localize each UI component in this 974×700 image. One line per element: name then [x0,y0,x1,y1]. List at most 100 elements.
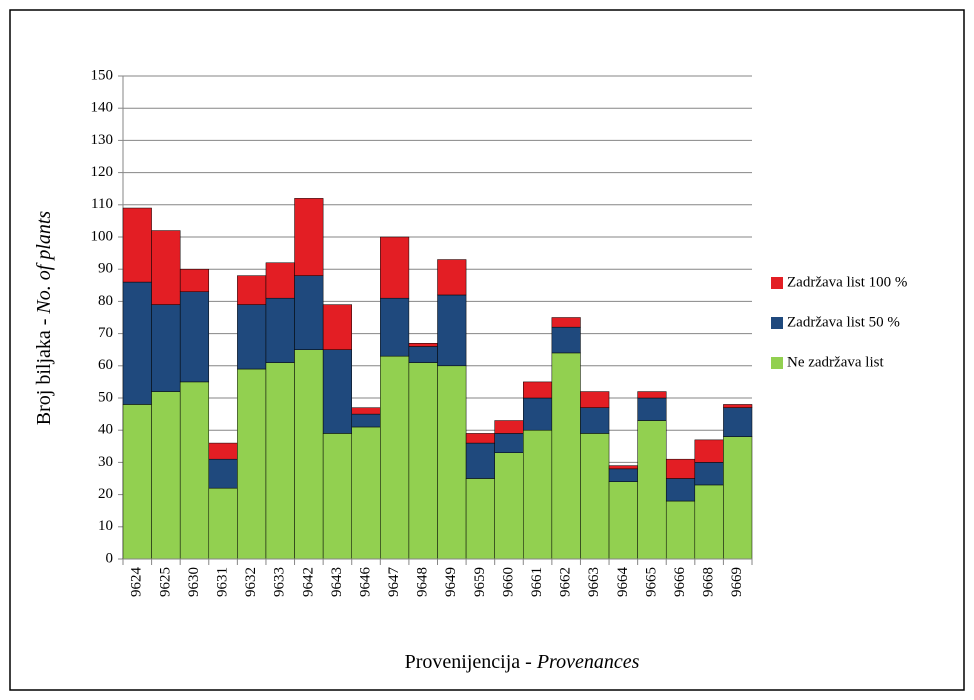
bar-segment [723,436,753,560]
bar-segment [637,397,667,421]
bar-segment [179,291,210,383]
bar-segment [608,465,638,470]
y-tick-label: 70 [98,325,113,341]
x-tick-label: 9631 [215,567,231,597]
bar-segment [580,433,610,560]
y-tick-label: 40 [98,422,113,438]
x-tick-label: 9669 [729,567,745,597]
bar-segment [551,326,581,354]
y-tick-label: 80 [98,293,113,309]
x-tick-label: 9666 [672,567,688,598]
bar-segment [580,391,610,408]
bar-segment [265,297,295,363]
y-tick-label: 10 [98,518,113,534]
bar-segment [551,317,581,328]
y-tick-label: 0 [106,550,114,566]
bar-segment [208,442,238,460]
y-tick-label: 120 [91,164,114,180]
bar-segment [723,407,753,437]
x-tick-label: 9624 [129,567,145,598]
bar-segment [465,442,495,479]
y-tick-label: 90 [98,261,113,277]
y-tick-label: 60 [98,357,113,373]
x-tick-label: 9649 [443,567,459,597]
bar-segment [237,304,267,370]
bar-segment [465,433,495,444]
legend-swatch [771,277,783,289]
x-tick-label: 9630 [186,567,202,597]
x-tick-label: 9664 [615,567,631,598]
x-tick-label: 9668 [701,567,717,597]
x-tick-label: 9665 [643,567,659,597]
bar-segment [294,349,324,560]
bar-segment [322,349,352,434]
bar-segment [408,362,438,560]
y-tick-label: 50 [98,389,113,405]
bar-segment [665,458,696,479]
bar-segment [351,413,381,428]
bar-segment [494,420,524,434]
y-tick-label: 30 [98,454,113,470]
bar-segment [294,275,324,350]
bar-segment [408,346,438,363]
bar-segment [208,458,238,489]
y-tick-label: 140 [91,100,114,116]
bar-segment [265,262,295,299]
bar-segment [151,304,181,392]
bar-segment [665,500,696,560]
y-tick-label: 100 [91,228,114,244]
bar-segment [523,429,553,560]
x-tick-label: 9662 [558,567,574,597]
bar-segment [665,478,696,502]
bar-segment [437,294,467,367]
bar-segment [122,207,152,283]
bar-segment [265,362,295,560]
bar-segment [122,404,152,560]
y-tick-label: 150 [91,67,114,83]
bar-segment [322,433,352,560]
bar-segment [208,487,238,560]
y-tick-label: 110 [91,196,113,212]
x-tick-label: 9642 [300,567,316,597]
bar-segment [694,439,724,463]
bar-segment [151,391,181,560]
bar-segment [237,275,267,305]
x-tick-label: 9643 [329,567,345,597]
bar-segment [551,352,581,560]
bar-segment [322,304,352,350]
bar-segment [408,343,438,347]
bar-segment [237,368,267,560]
bar-segment [437,259,467,296]
bar-segment [179,381,210,560]
x-tick-label: 9648 [415,567,431,597]
bar-segment [494,433,524,453]
legend-swatch [771,317,783,329]
y-tick-label: 130 [91,132,114,148]
legend-label: Ne zadržava list [787,354,884,370]
x-label-english: Provenances [536,651,640,673]
x-tick-label: 9659 [472,567,488,597]
y-label-main: Broj biljaka - [33,314,55,426]
y-label-english: No. of plants [33,211,55,315]
bar-segment [465,478,495,560]
legend-swatch [771,357,783,369]
bar-segment [608,468,638,482]
bar-segment [580,407,610,434]
bar-segment [151,230,181,305]
bar-segment [380,355,410,560]
x-tick-label: 9633 [272,567,288,597]
x-axis-label: Provenijencija - Provenances [405,651,640,673]
x-tick-label: 9663 [586,567,602,597]
bar-segment [637,391,667,399]
bar-segment [351,426,381,560]
legend-label: Zadržava list 50 % [787,314,900,330]
bar-segment [494,452,524,560]
bar-segment [694,462,724,486]
x-tick-label: 9646 [357,567,373,598]
x-tick-label: 9632 [243,567,259,597]
bar-segment [380,236,410,299]
bar-segment [122,281,152,405]
bar-segment [294,198,324,276]
bar-segment [179,268,210,292]
